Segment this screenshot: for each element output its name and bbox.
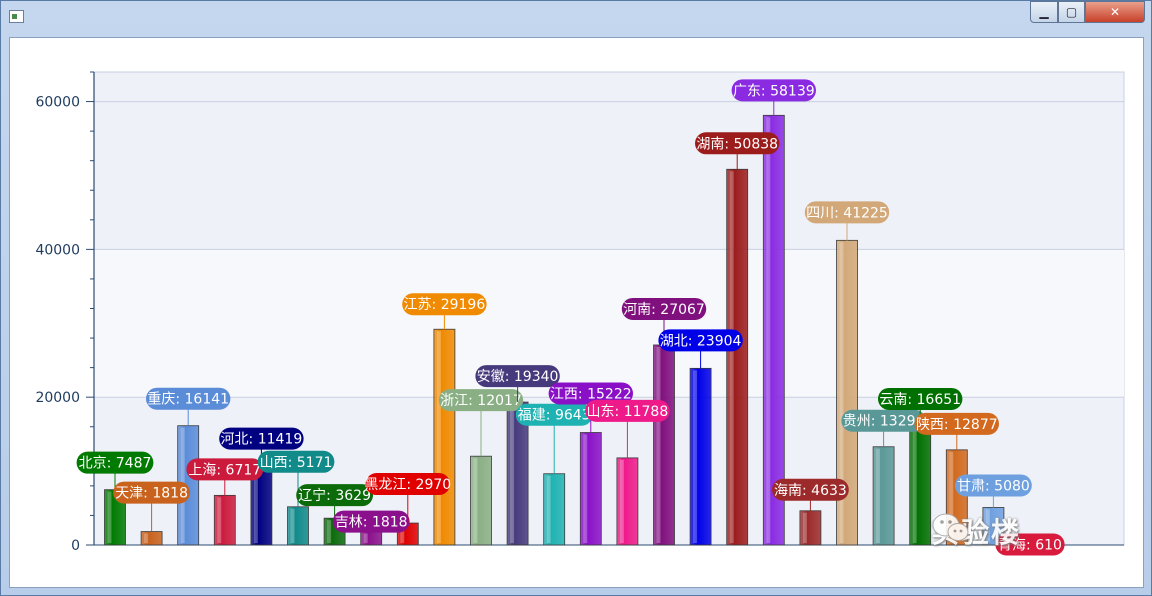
data-label: 黑龙江: 2970 [364, 477, 451, 493]
data-label: 江西: 15222 [550, 386, 632, 402]
bar-highlight [144, 533, 149, 543]
data-label-box [257, 450, 335, 473]
bar-highlight [949, 451, 954, 543]
data-label: 山东: 11788 [587, 404, 669, 420]
bar-highlight [217, 497, 222, 543]
data-label: 重庆: 16141 [147, 392, 229, 408]
bar-highlight [436, 331, 441, 543]
bar-highlight [400, 525, 405, 543]
maximize-button[interactable]: ▢ [1058, 1, 1085, 23]
data-label-box [695, 132, 780, 155]
bar-highlight [619, 459, 624, 543]
data-label: 福建: 9643 [518, 408, 591, 424]
bar-highlight [839, 242, 844, 544]
data-label-box [955, 474, 1032, 497]
data-label: 安徽: 19340 [477, 369, 559, 385]
bar-highlight [912, 423, 917, 543]
data-label: 四川: 41225 [806, 205, 888, 221]
data-label: 江苏: 29196 [404, 297, 486, 313]
data-label-box [548, 382, 633, 405]
data-label-box [402, 293, 487, 316]
title-bar[interactable]: ▁ ▢ ✕ [1, 1, 1151, 33]
bar-chart: 0 20000 40000 60000 北京: 7487 天津: 1818 重庆: 161… [35, 71, 1125, 556]
bar-highlight [876, 448, 881, 543]
data-label-box [438, 389, 524, 412]
data-label: 湖南: 50838 [696, 136, 778, 152]
minimize-icon: ▁ [1039, 5, 1049, 19]
y-tick-label: 40000 [35, 242, 80, 258]
bar-highlight [510, 404, 515, 543]
data-label-box [475, 365, 560, 388]
data-label: 青海: 610 [998, 537, 1062, 553]
data-label: 吉林: 1818 [335, 515, 408, 531]
chart-area: 0 20000 40000 60000 北京: 7487 天津: 1818 重庆: 161… [9, 37, 1144, 588]
data-label-box [146, 387, 231, 410]
grid-band [94, 249, 1124, 398]
data-label-box [113, 481, 190, 504]
y-tick-label: 0 [71, 538, 80, 554]
bar-highlight [107, 491, 112, 543]
wechat-icon [932, 513, 969, 541]
data-label-box [365, 473, 450, 496]
data-label-box [621, 297, 707, 320]
data-label-box [914, 412, 999, 435]
data-label: 辽宁: 3629 [298, 487, 371, 504]
data-label: 上海: 6717 [188, 462, 261, 478]
bar-highlight [290, 508, 295, 543]
close-button[interactable]: ✕ [1085, 1, 1145, 23]
bar-highlight [327, 520, 332, 543]
bar-highlight [363, 533, 368, 543]
data-label-box [804, 201, 890, 224]
bar-highlight [766, 117, 771, 543]
data-label-box [585, 399, 670, 422]
minimize-button[interactable]: ▁ [1030, 1, 1058, 23]
bar-highlight [583, 434, 588, 543]
data-label: 陕西: 12877 [916, 417, 998, 433]
close-icon: ✕ [1109, 5, 1121, 19]
data-label-box [841, 409, 926, 432]
bar-highlight [546, 475, 551, 543]
y-tick-label: 20000 [35, 390, 80, 406]
bar-highlight [985, 509, 990, 543]
data-label: 海南: 4633 [774, 483, 847, 499]
window-controls: ▁ ▢ ✕ [1030, 1, 1145, 25]
data-label-box [878, 387, 963, 410]
watermark: 实验楼 [931, 511, 1021, 551]
maximize-icon: ▢ [1065, 5, 1078, 19]
data-label: 云南: 16651 [879, 392, 961, 408]
data-label: 山西: 5171 [260, 455, 333, 471]
data-label: 广东: 58139 [733, 83, 815, 99]
bar-highlight [802, 512, 807, 543]
data-label: 贵州: 13294 [843, 414, 925, 430]
data-label: 河北: 11419 [221, 432, 303, 448]
data-label: 浙江: 12017 [440, 393, 522, 409]
data-label: 天津: 1818 [115, 486, 188, 502]
data-label: 甘肃: 5080 [957, 478, 1030, 494]
data-label: 河南: 27067 [623, 302, 705, 318]
data-label-box [515, 403, 593, 426]
data-label: 北京: 7487 [79, 456, 152, 472]
data-label-box [772, 478, 849, 501]
y-tick-label: 60000 [35, 95, 80, 111]
bar-highlight [693, 370, 698, 543]
bar-highlight [473, 458, 478, 543]
data-label-box [731, 79, 816, 102]
data-label-box [76, 451, 154, 474]
data-label-box [332, 510, 410, 533]
data-label-box [219, 427, 304, 450]
data-label-box [658, 329, 743, 352]
bar-highlight [253, 462, 258, 543]
data-label: 湖北: 23904 [660, 333, 742, 349]
data-label-box [186, 458, 264, 481]
bar-highlight [656, 346, 661, 543]
bar-highlight [729, 171, 734, 544]
app-icon [9, 10, 24, 23]
data-label-box [296, 484, 373, 507]
data-label-box [995, 533, 1065, 556]
